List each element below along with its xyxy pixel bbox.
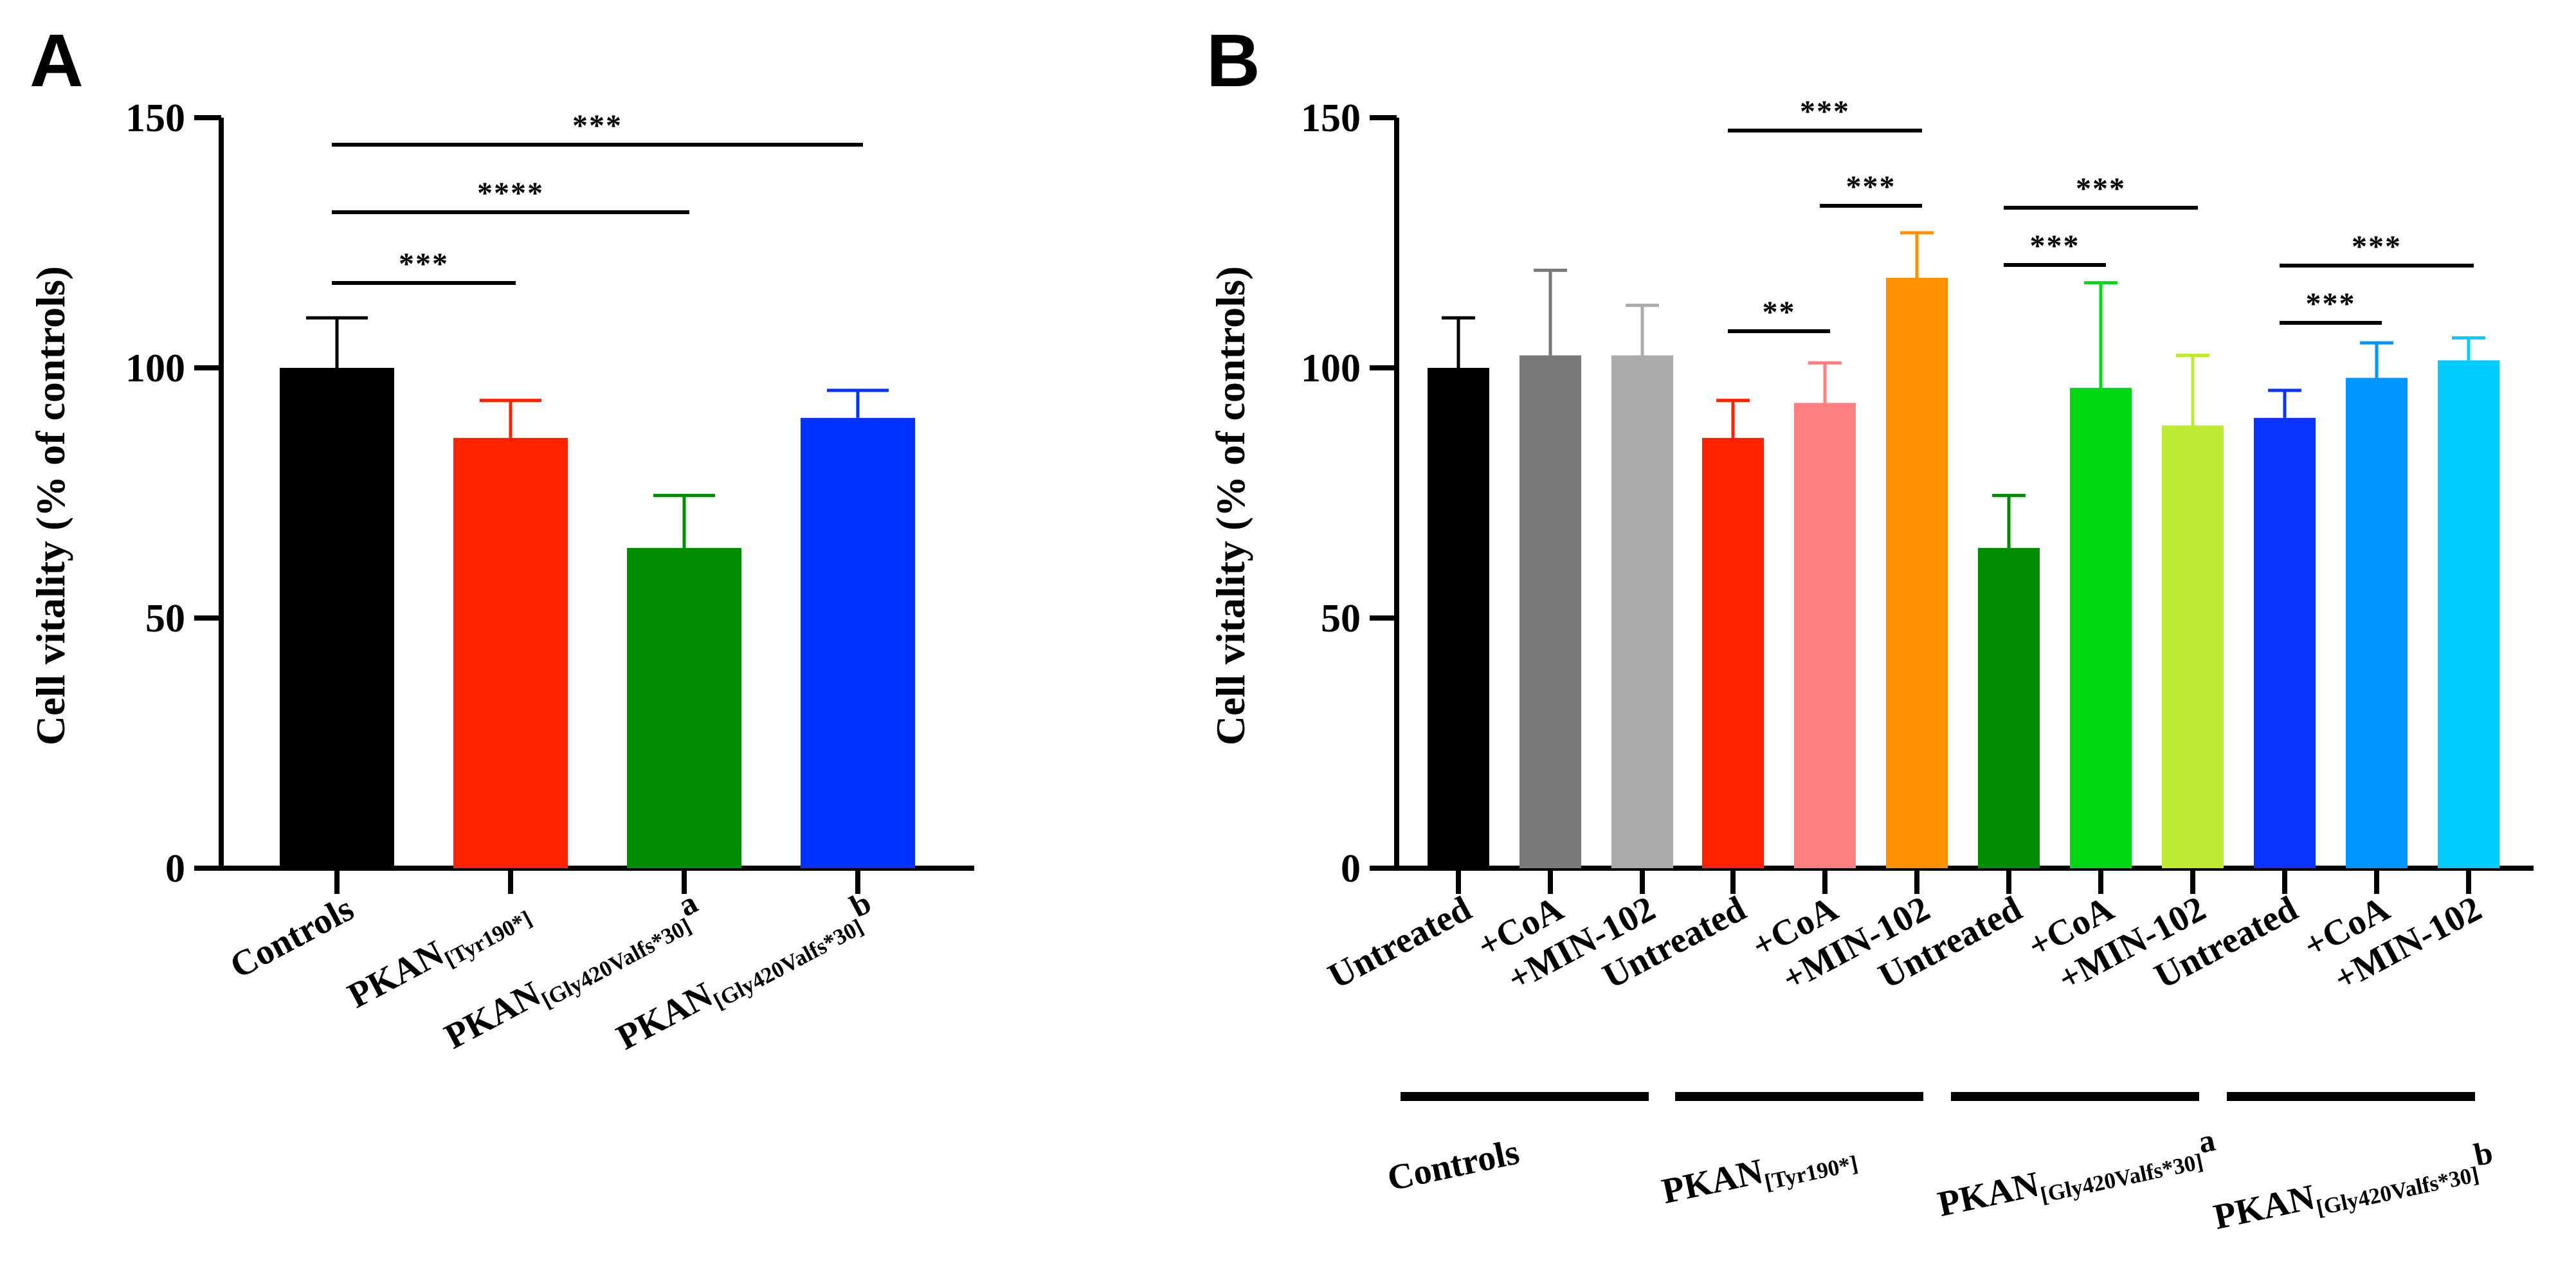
b-bar <box>1611 355 1673 868</box>
a-x-tick-label-sub: [Gly420Valfs*30] <box>709 914 867 1014</box>
b-significance-label: *** <box>1800 95 1850 129</box>
a-significance-label: *** <box>399 247 449 281</box>
b-y-tick-label: 50 <box>1321 597 1361 641</box>
panel-b-chart: 0 50 100 150 Cell vitality (% of controls) **… <box>1208 95 2534 1242</box>
a-y-tick-label: 100 <box>125 347 185 390</box>
b-group-label-sub: [Gly420Valfs*30] <box>2314 1161 2481 1221</box>
a-x-tick-label-main: PKAN <box>439 974 547 1057</box>
a-x-tick-label-main: Controls <box>224 889 360 987</box>
panel-a-letter: A <box>30 19 84 102</box>
b-group-label-sub: [Tyr190*] <box>1763 1151 1860 1195</box>
b-x-tick-labels: Untreated+CoA+MIN-102Untreated+CoA+MIN-1… <box>1322 888 2488 999</box>
b-bar <box>2162 425 2224 868</box>
b-group-label: PKAN[Gly420Valfs*30]a <box>1934 1122 2221 1229</box>
b-bar <box>2070 388 2132 868</box>
b-group-labels: Controls PKAN[Tyr190*] PKAN[Gly420Valfs*30… <box>1384 1092 2499 1242</box>
b-bar <box>2438 360 2499 868</box>
b-bar <box>2346 378 2408 868</box>
b-y-tick-label: 100 <box>1301 347 1361 390</box>
panel-a-chart: 0 50 100 150 Cell vitality (% of controls) **… <box>28 96 974 1062</box>
a-bar <box>453 437 568 868</box>
a-x-tick-label-main: PKAN <box>610 975 719 1058</box>
b-y-tick-label: 150 <box>1301 96 1361 140</box>
a-x-tick-label-sub: [Tyr190*] <box>440 905 536 972</box>
b-significance-label: ** <box>1763 295 1796 329</box>
a-y-tick-label: 50 <box>145 597 185 641</box>
b-significance-label: *** <box>2352 230 2402 264</box>
b-significance-label: *** <box>1846 170 1896 204</box>
a-y-axis-label: Cell vitality (% of controls) <box>28 266 73 745</box>
a-y-tick-label: 0 <box>165 847 185 891</box>
b-y-tick-label: 0 <box>1341 847 1361 891</box>
a-x-tick-label: PKAN[Gly420Valfs*30]b <box>608 884 883 1062</box>
b-significance-label: *** <box>2030 229 2080 263</box>
b-group-label: Controls <box>1384 1132 1523 1199</box>
b-axes: 0 50 100 150 Cell vitality (% of controls) <box>1208 96 2534 891</box>
b-significance-label: *** <box>2076 172 2126 206</box>
b-group-label-main: PKAN <box>1934 1164 2042 1224</box>
b-bar <box>1886 277 1948 869</box>
b-group-label-main: PKAN <box>1658 1151 1766 1212</box>
b-group-label-main: Controls <box>1384 1132 1523 1199</box>
a-bars <box>280 316 915 894</box>
b-bar <box>1978 548 2040 868</box>
a-bar <box>627 548 741 868</box>
b-group-label: PKAN[Tyr190*] <box>1658 1132 1860 1216</box>
b-significance: ************** ****** <box>1728 95 2474 333</box>
b-y-axis-label: Cell vitality (% of controls) <box>1208 266 1253 745</box>
b-bar <box>1519 355 1581 868</box>
b-group-label-sub: [Gly420Valfs*30] <box>2038 1149 2206 1208</box>
panel-b-letter: B <box>1206 19 1260 102</box>
b-significance-label: *** <box>2306 287 2356 321</box>
a-y-tick-label: 150 <box>125 96 185 140</box>
b-group-label-main: PKAN <box>2210 1177 2318 1237</box>
b-bar <box>1794 403 1856 868</box>
b-bars <box>1428 231 2499 894</box>
b-group-label: PKAN[Gly420Valfs*30]b <box>2209 1134 2499 1242</box>
b-bar <box>1428 368 1489 868</box>
b-bar <box>1702 437 1764 868</box>
b-x-tick-label: Untreated <box>1322 889 1478 997</box>
a-x-tick-label-main: PKAN <box>341 933 450 1016</box>
a-x-tick-labels: ControlsPKAN[Tyr190*]PKAN[Gly420Valfs*30… <box>224 884 883 1062</box>
a-significance: ********** <box>332 109 863 285</box>
a-bar <box>801 417 915 868</box>
a-bar <box>280 368 394 868</box>
a-significance-label: *** <box>572 109 622 143</box>
b-bar <box>2254 417 2316 868</box>
a-x-tick-label: Controls <box>224 889 360 987</box>
a-significance-label: **** <box>477 176 544 210</box>
